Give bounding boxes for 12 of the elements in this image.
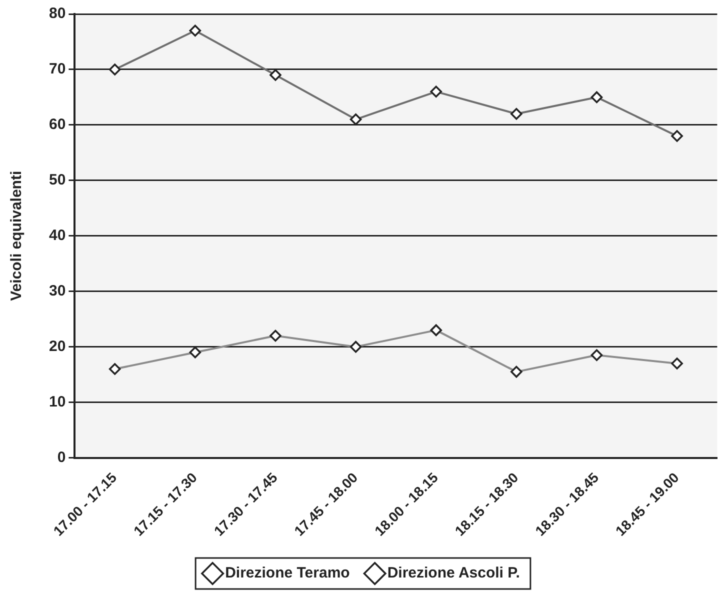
legend-label: Direzione Teramo [225, 564, 350, 582]
y-tick-label: 0 [57, 448, 66, 466]
y-axis-title: Veicoli equivalenti [8, 170, 26, 301]
y-tick-label: 50 [48, 172, 66, 189]
y-tick-label: 40 [48, 227, 66, 244]
y-tick-label: 70 [48, 60, 66, 78]
y-tick-label: 30 [48, 282, 66, 300]
y-tick-label: 60 [48, 116, 66, 134]
y-tick-label: 20 [48, 338, 66, 355]
legend-label: Direzione Ascoli P. [387, 564, 520, 582]
y-tick-label: 80 [48, 5, 66, 22]
y-tick-label: 10 [48, 393, 66, 410]
